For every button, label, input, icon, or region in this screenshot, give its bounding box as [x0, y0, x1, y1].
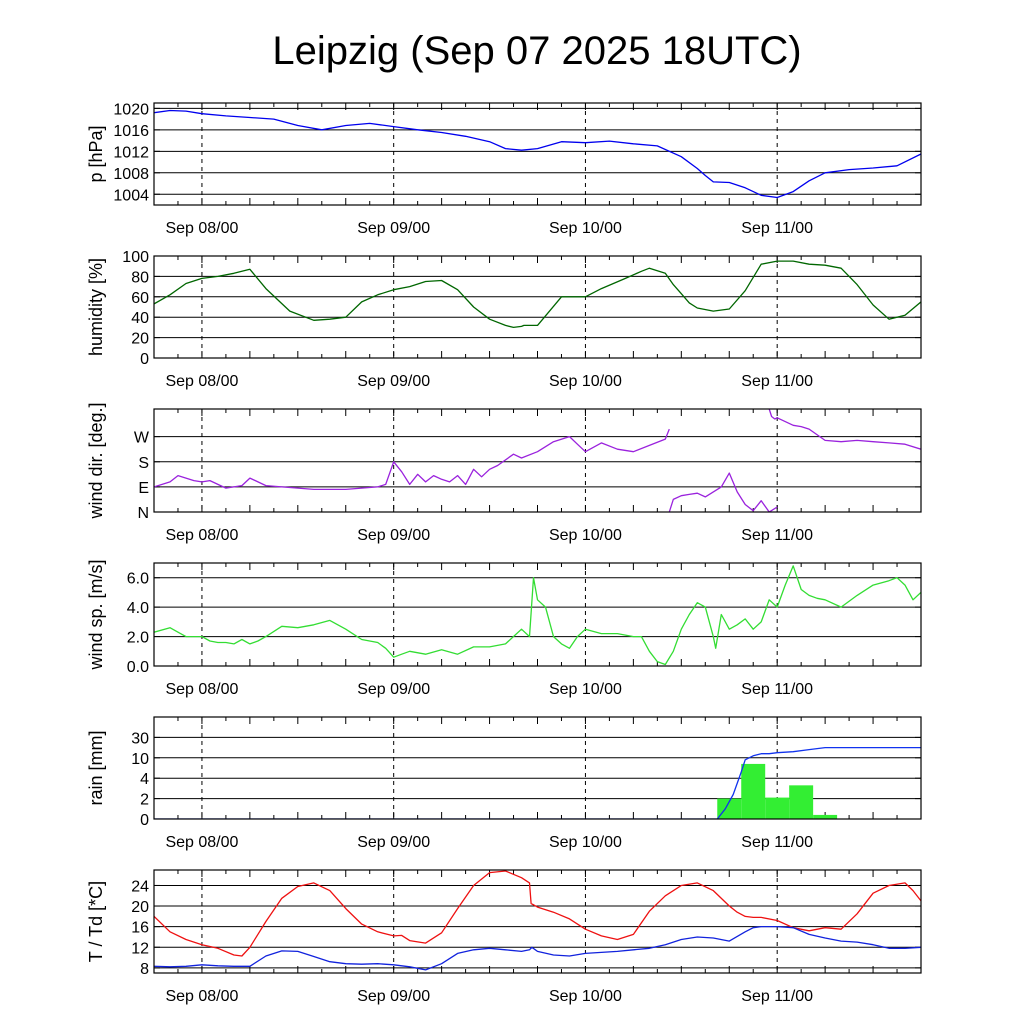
y-tick-label: 1020 — [113, 101, 149, 118]
y-tick-label: 6.0 — [127, 571, 149, 588]
x-tick-label: Sep 08/00 — [165, 220, 238, 237]
y-tick-label: 8 — [140, 961, 149, 978]
series-line-wind_direction_2 — [668, 472, 778, 512]
y-tick-label: 1012 — [113, 144, 149, 161]
x-tick-label: Sep 11/00 — [741, 988, 813, 1005]
chart-title: Leipzig (Sep 07 2025 18UTC) — [272, 29, 801, 73]
y-tick-label: 4.0 — [127, 600, 149, 617]
series-line-wind_direction — [154, 428, 670, 491]
x-tick-label: Sep 10/00 — [549, 220, 622, 237]
y-tick-label: 10 — [131, 751, 149, 768]
x-tick-label: Sep 09/00 — [357, 220, 430, 237]
rain-bar — [789, 785, 814, 819]
x-tick-label: Sep 11/00 — [741, 527, 813, 544]
y-tick-label: 60 — [131, 290, 149, 307]
y-tick-label: 30 — [131, 730, 149, 747]
y-axis-label: humidity [%] — [86, 258, 106, 356]
x-tick-label: Sep 08/00 — [165, 527, 238, 544]
x-tick-label: Sep 09/00 — [357, 834, 430, 851]
x-tick-label: Sep 10/00 — [549, 681, 622, 698]
x-tick-label: Sep 10/00 — [549, 373, 622, 390]
y-tick-label: 1008 — [113, 166, 149, 183]
y-axis-label: wind dir. [deg.] — [86, 402, 106, 519]
x-tick-label: Sep 11/00 — [741, 220, 813, 237]
y-tick-label: 80 — [131, 269, 149, 286]
x-tick-label: Sep 08/00 — [165, 834, 238, 851]
rain-bar — [765, 797, 790, 819]
series-line-Td — [154, 925, 921, 971]
panel-humidity: 0 20 40 60 80 100 Sep 08/00 Sep 09/00 Sep 10/00 S… — [86, 249, 922, 390]
y-tick-label: 12 — [131, 940, 149, 957]
rain-bar — [741, 763, 766, 819]
y-tick-label: 16 — [131, 920, 149, 937]
y-tick-label: 2 — [140, 792, 149, 809]
y-tick-label: 0.0 — [127, 659, 149, 676]
y-tick-label: 1004 — [113, 187, 149, 204]
y-tick-label: W — [134, 430, 150, 447]
y-tick-label: 40 — [131, 310, 149, 327]
y-tick-label: 4 — [140, 771, 149, 788]
rain-bar — [813, 814, 838, 819]
x-tick-label: Sep 09/00 — [357, 373, 430, 390]
panel-rain: 0 2 4 10 30 Sep 08/00 Sep 09/00 Sep 10/00 Sep 11… — [86, 716, 922, 851]
x-tick-label: Sep 10/00 — [549, 527, 622, 544]
y-tick-label: 0 — [140, 351, 149, 368]
rain-bar — [717, 798, 742, 819]
y-tick-label: 1016 — [113, 123, 149, 140]
panel-frame — [153, 562, 922, 667]
series-line-T — [154, 870, 921, 957]
series-line-pressure — [154, 109, 921, 199]
panel-frame — [153, 869, 922, 974]
x-tick-label: Sep 08/00 — [165, 988, 238, 1005]
x-tick-label: Sep 11/00 — [741, 681, 813, 698]
y-tick-label: 20 — [131, 899, 149, 916]
y-tick-label: N — [137, 505, 149, 522]
y-tick-label: E — [138, 480, 149, 497]
panel-frame — [153, 255, 922, 359]
x-tick-label: Sep 11/00 — [741, 373, 813, 390]
x-tick-label: Sep 09/00 — [357, 988, 430, 1005]
y-axis-label: rain [mm] — [86, 730, 106, 805]
y-axis-label: p [hPa] — [86, 125, 106, 182]
y-axis-label: T / Td [*C] — [86, 881, 106, 962]
panel-pressure: 1004 1008 1012 1016 1020 Sep 08/00 Sep 09/00 Se… — [86, 101, 922, 237]
y-tick-label: S — [138, 455, 149, 472]
series-line-humidity — [154, 260, 921, 329]
panel-wind_speed: 0.0 2.0 4.0 6.0 Sep 08/00 Sep 09/00 Sep 10/00 S… — [86, 559, 922, 698]
panel-temperature: 8 12 16 20 24 Sep 08/00 Sep 09/00 Sep 10/00 Sep … — [86, 869, 922, 1005]
series-line-wind_direction_3 — [768, 409, 921, 450]
y-tick-label: 2.0 — [127, 630, 149, 647]
x-tick-label: Sep 09/00 — [357, 527, 430, 544]
series-line-rain-cumulative — [154, 746, 921, 819]
x-tick-label: Sep 09/00 — [357, 681, 430, 698]
x-tick-label: Sep 08/00 — [165, 373, 238, 390]
y-tick-label: 24 — [131, 878, 149, 895]
x-tick-label: Sep 11/00 — [741, 834, 813, 851]
x-tick-label: Sep 10/00 — [549, 834, 622, 851]
series-line-wind_speed — [154, 565, 921, 666]
panel-frame — [153, 716, 922, 820]
y-tick-label: 0 — [140, 812, 149, 829]
panel-frame — [153, 408, 922, 513]
y-tick-label: 100 — [122, 249, 149, 266]
panel-frame — [153, 102, 922, 206]
x-tick-label: Sep 10/00 — [549, 988, 622, 1005]
x-tick-label: Sep 08/00 — [165, 681, 238, 698]
y-tick-label: 20 — [131, 331, 149, 348]
y-axis-label: wind sp. [m/s] — [86, 559, 106, 670]
